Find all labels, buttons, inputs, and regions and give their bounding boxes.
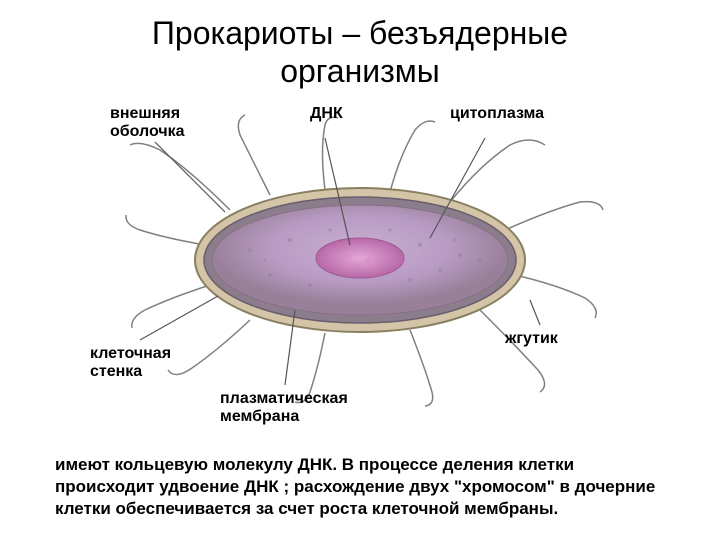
page-title: Прокариоты – безъядерные организмы <box>0 0 720 91</box>
label-flagellum: жгутик <box>505 330 558 348</box>
label-outer-shell: внешняя оболочка <box>110 105 185 140</box>
label-cell-wall: клеточная стенка <box>90 345 171 380</box>
caption-text: имеют кольцевую молекулу ДНК. В процессе… <box>55 454 665 520</box>
title-line-1: Прокариоты – безъядерные <box>152 15 568 51</box>
dna-region <box>316 238 404 278</box>
cell-diagram: внешняя оболочка ДНК цитоплазма клеточна… <box>110 110 610 410</box>
title-line-2: организмы <box>280 53 440 89</box>
cell-svg <box>110 110 610 410</box>
label-plasma-membrane: плазматическая мембрана <box>220 390 348 425</box>
label-cytoplasm: цитоплазма <box>450 105 544 123</box>
label-dna: ДНК <box>310 105 343 123</box>
